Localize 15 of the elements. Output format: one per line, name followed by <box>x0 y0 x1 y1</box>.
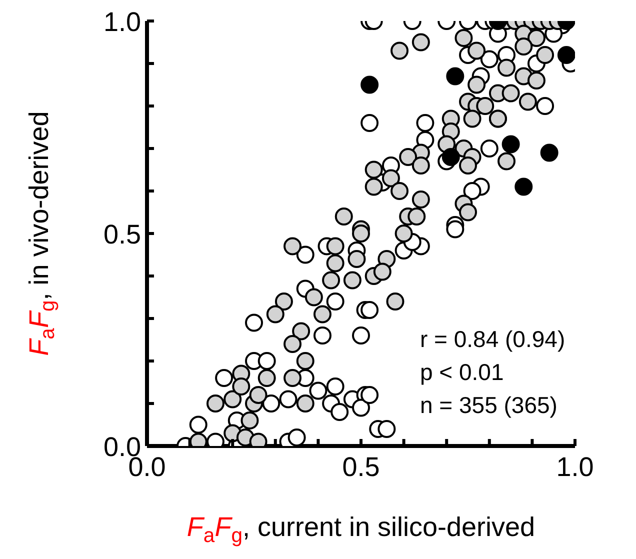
x-tick-label: 0.5 <box>342 452 380 482</box>
point <box>502 135 520 154</box>
point <box>360 76 379 94</box>
point <box>446 67 464 86</box>
point <box>514 178 533 196</box>
x-tick-label: 1.0 <box>556 452 594 482</box>
y-tick-label: 1.0 <box>103 7 141 37</box>
annotation: p < 0.01 <box>420 359 504 386</box>
annotation: n = 355 (365) <box>420 392 558 419</box>
point <box>442 148 460 166</box>
x-axis-title: F$_{a}$F$_{g}$, current in silico-derived <box>186 512 536 547</box>
point <box>540 144 558 162</box>
y-tick-label: 0.5 <box>103 220 141 250</box>
annotation: r = 0.84 (0.94) <box>420 326 566 353</box>
point <box>557 46 575 64</box>
